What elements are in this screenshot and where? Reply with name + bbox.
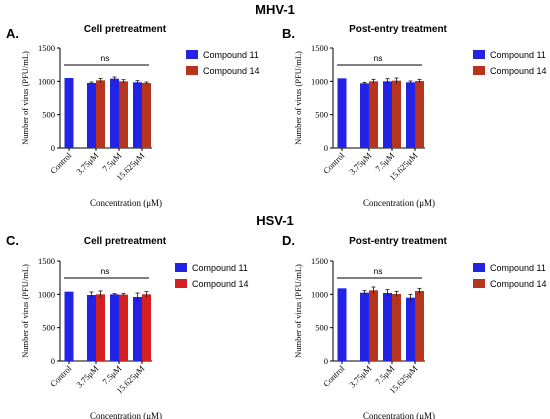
legend-swatch: [473, 50, 485, 59]
y-axis-title: Number of virus (PFU/mL): [293, 51, 303, 145]
x-axis-title: Concentration (μM): [90, 198, 162, 208]
y-tick-label: 1000: [311, 289, 328, 299]
y-tick-label: 500: [315, 323, 328, 333]
bar-compound-11: [383, 293, 392, 361]
bar-compound-11: [110, 78, 119, 148]
bar-compound-14: [415, 81, 424, 148]
x-tick-label: Control: [321, 150, 347, 176]
bar-compound-11: [406, 297, 415, 361]
bar-compound-11: [110, 294, 119, 361]
y-tick-label: 500: [42, 323, 55, 333]
bar-compound-11: [64, 291, 74, 361]
bar-compound-11: [87, 295, 96, 361]
x-tick-label: Control: [48, 363, 74, 389]
y-tick-label: 1000: [311, 76, 328, 86]
y-tick-label: 500: [315, 110, 328, 120]
legend-label: Compound 11: [490, 50, 546, 60]
x-tick-label: Control: [321, 363, 347, 389]
bar-compound-11: [337, 78, 347, 148]
legend-label: Compound 11: [203, 50, 259, 60]
y-tick-label: 500: [42, 110, 55, 120]
significance-label: ns: [101, 266, 110, 276]
chart-title: Cell pretreatment: [84, 24, 167, 35]
bar-compound-14: [142, 294, 151, 361]
significance-label: ns: [101, 53, 110, 63]
y-tick-label: 0: [324, 143, 328, 153]
legend-swatch: [473, 279, 485, 288]
bar-compound-14: [119, 81, 128, 148]
panel-letter: B.: [282, 26, 295, 41]
y-tick-label: 1500: [38, 256, 55, 266]
y-axis-title: Number of virus (PFU/mL): [20, 264, 30, 358]
bar-compound-14: [392, 80, 401, 148]
bar-compound-14: [119, 294, 128, 361]
bar-compound-14: [96, 294, 105, 361]
x-tick-label: 3.75μM: [347, 363, 373, 389]
bar-compound-14: [96, 80, 105, 148]
x-tick-label: 3.75μM: [74, 150, 100, 176]
legend-label: Compound 14: [192, 279, 249, 289]
legend-label: Compound 11: [192, 263, 248, 273]
legend-swatch: [473, 66, 485, 75]
section-title-hsv: HSV-1: [256, 213, 294, 228]
panel-letter: D.: [282, 233, 295, 248]
legend-swatch: [186, 66, 198, 75]
x-axis-title: Concentration (μM): [90, 411, 162, 419]
y-axis-title: Number of virus (PFU/mL): [293, 264, 303, 358]
bar-compound-11: [87, 83, 96, 148]
bar-compound-14: [392, 294, 401, 361]
y-tick-label: 1000: [38, 76, 55, 86]
legend-label: Compound 14: [490, 66, 547, 76]
chart-panel-4: D. Post-entry treatment 0 500 1000 1500 Number…: [282, 233, 547, 419]
y-tick-label: 0: [324, 356, 328, 366]
bar-compound-11: [360, 292, 369, 361]
x-tick-label: 3.75μM: [347, 150, 373, 176]
bar-compound-11: [133, 297, 142, 361]
x-axis-title: Concentration (μM): [363, 198, 435, 208]
significance-label: ns: [374, 266, 383, 276]
bar-compound-14: [369, 290, 378, 361]
legend-label: Compound 14: [490, 279, 547, 289]
y-tick-label: 1000: [38, 289, 55, 299]
x-tick-label: 3.75μM: [74, 363, 100, 389]
y-tick-label: 1500: [311, 256, 328, 266]
significance-label: ns: [374, 53, 383, 63]
section-title-mhv: MHV-1: [255, 2, 295, 17]
legend-swatch: [175, 263, 187, 272]
y-axis-title: Number of virus (PFU/mL): [20, 51, 30, 145]
bar-compound-14: [142, 83, 151, 148]
y-tick-label: 0: [51, 143, 55, 153]
panel-letter: C.: [6, 233, 19, 248]
bar-compound-11: [383, 81, 392, 148]
chart-title: Post-entry treatment: [349, 24, 447, 35]
bar-compound-14: [415, 291, 424, 361]
x-axis-title: Concentration (μM): [363, 411, 435, 419]
bar-compound-14: [369, 81, 378, 148]
chart-title: Cell pretreatment: [84, 236, 167, 247]
legend-label: Compound 11: [490, 263, 546, 273]
chart-panel-3: C. Cell pretreatment 0 500 1000 1500 Number of…: [6, 233, 249, 419]
bar-compound-11: [337, 288, 347, 361]
y-tick-label: 1500: [38, 43, 55, 53]
bar-compound-11: [133, 82, 142, 148]
panel-letter: A.: [6, 26, 19, 41]
chart-panel-2: B. Post-entry treatment 0 500 1000 1500 Number…: [282, 24, 547, 208]
x-tick-label: Control: [48, 150, 74, 176]
chart-title: Post-entry treatment: [349, 236, 447, 247]
y-tick-label: 1500: [311, 43, 328, 53]
legend-swatch: [473, 263, 485, 272]
legend-label: Compound 14: [203, 66, 260, 76]
legend-swatch: [186, 50, 198, 59]
bar-compound-11: [64, 78, 74, 148]
bar-compound-11: [360, 83, 369, 148]
chart-panel-1: A. Cell pretreatment 0 500 1000 1500 Number of…: [6, 24, 260, 208]
legend-swatch: [175, 279, 187, 288]
y-tick-label: 0: [51, 356, 55, 366]
bar-compound-11: [406, 82, 415, 148]
